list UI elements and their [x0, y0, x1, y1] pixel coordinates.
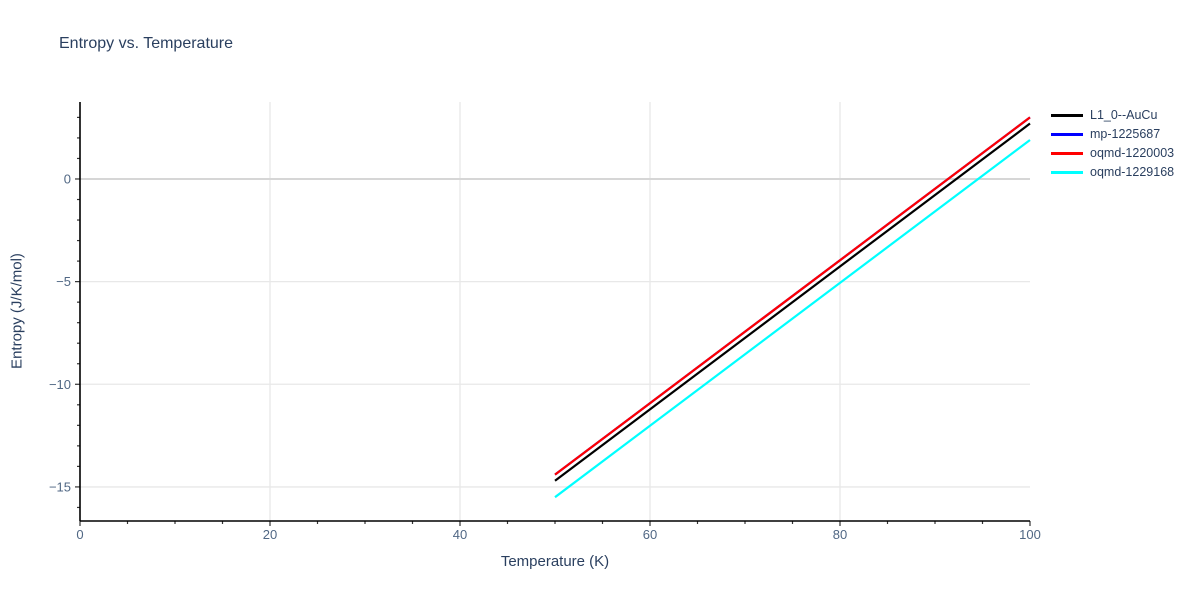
legend-item-L1_0--AuCu[interactable]: L1_0--AuCu	[1051, 106, 1174, 125]
series-line-oqmd-1229168	[554, 139, 1031, 499]
legend-item-oqmd-1229168[interactable]: oqmd-1229168	[1051, 163, 1174, 182]
legend-line-swatch	[1051, 114, 1083, 117]
tick-labels: 0 20 40 60 80 100 0 −5 −10 −15	[49, 171, 1041, 542]
x-tick-label: 40	[453, 527, 467, 542]
y-tick-label: −10	[49, 377, 71, 392]
x-tick-label: 60	[643, 527, 657, 542]
x-axis-title: Temperature (K)	[500, 553, 610, 570]
legend-label: L1_0--AuCu	[1090, 108, 1158, 123]
legend-line-swatch	[1051, 152, 1083, 155]
legend-line-swatch	[1051, 171, 1083, 174]
y-tick-label: 0	[64, 171, 71, 186]
legend-label: oqmd-1220003	[1090, 146, 1175, 161]
legend-item-oqmd-1220003[interactable]: oqmd-1220003	[1051, 144, 1174, 163]
y-axis-title: Entropy (J/K/mol)	[8, 253, 26, 369]
legend-label: oqmd-1229168	[1090, 165, 1175, 180]
x-tick-label: 20	[263, 527, 277, 542]
legend-item-mp-1225687[interactable]: mp-1225687	[1051, 125, 1174, 144]
y-tick-label: −15	[49, 479, 71, 494]
legend-line-swatch	[1051, 133, 1083, 136]
series-line-oqmd-1220003	[554, 116, 1031, 476]
axis-lines	[79, 102, 1030, 522]
legend: L1_0--AuCu mp-1225687 oqmd-1220003 oqmd-122…	[1051, 106, 1174, 182]
series-lines	[554, 116, 1031, 499]
x-tick-label: 100	[1019, 527, 1041, 542]
x-tick-label: 80	[833, 527, 847, 542]
chart-title: Entropy vs. Temperature	[59, 35, 234, 52]
series-line-L1_0--AuCu	[554, 122, 1031, 482]
y-tick-label: −5	[56, 274, 71, 289]
legend-label: mp-1225687	[1090, 127, 1161, 142]
x-tick-label: 0	[76, 527, 83, 542]
gridlines	[80, 102, 1030, 521]
